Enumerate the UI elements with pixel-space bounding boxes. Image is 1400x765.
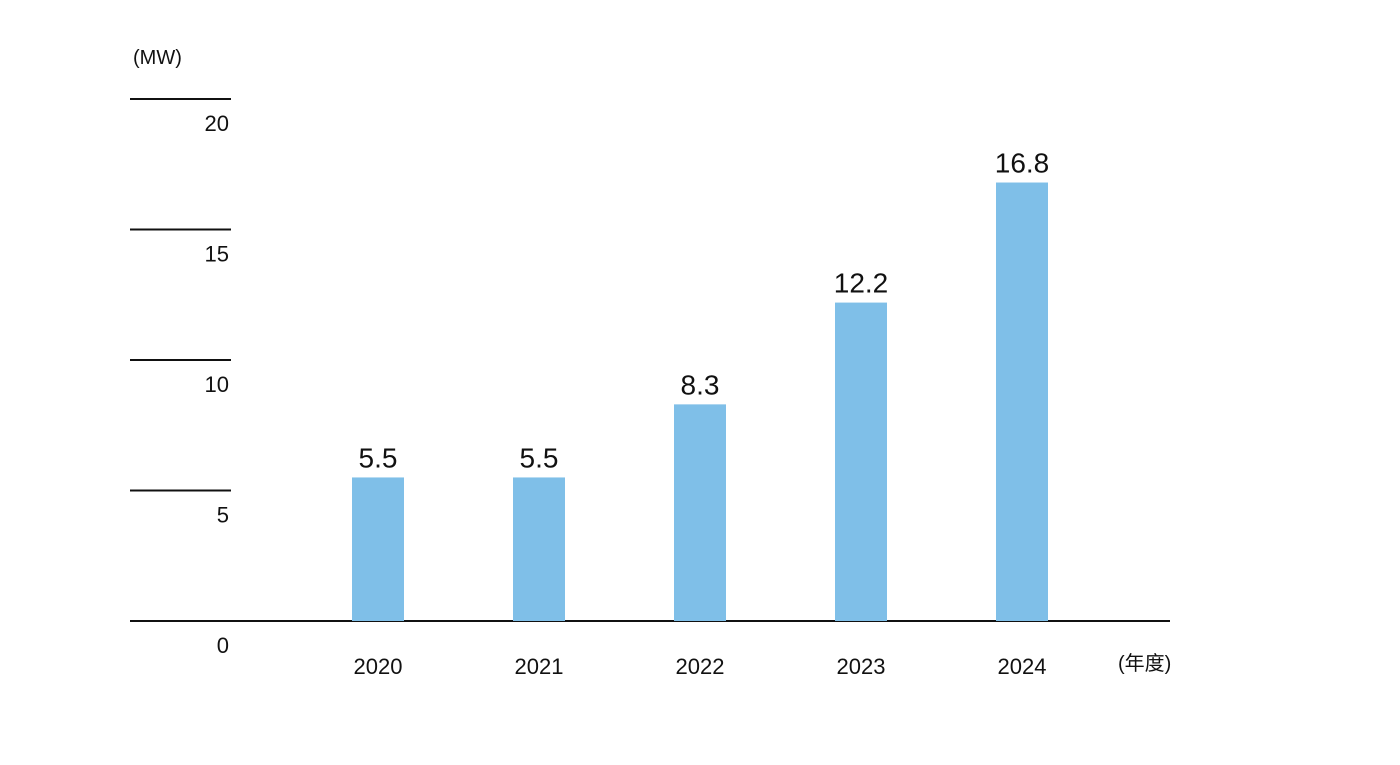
y-tick-label-15: 15 bbox=[205, 242, 229, 267]
category-label-2024: 2024 bbox=[998, 654, 1047, 679]
bar-series bbox=[352, 182, 1048, 621]
bar-2024 bbox=[996, 182, 1048, 621]
value-label-2024: 16.8 bbox=[995, 148, 1050, 179]
bar-2021 bbox=[513, 477, 565, 621]
y-axis-ticks: 0 5 10 15 20 bbox=[130, 98, 231, 658]
bar-2023 bbox=[835, 302, 887, 621]
y-axis-unit-label: (MW) bbox=[133, 47, 182, 69]
category-label-2023: 2023 bbox=[837, 654, 886, 679]
category-label-2022: 2022 bbox=[676, 654, 725, 679]
category-label-2021: 2021 bbox=[515, 654, 564, 679]
category-labels: 2020 2021 2022 2023 2024 bbox=[354, 654, 1047, 679]
bar-2020 bbox=[352, 477, 404, 621]
y-tick-label-20: 20 bbox=[205, 111, 229, 136]
y-tick-label-0: 0 bbox=[217, 633, 229, 658]
y-tick-label-5: 5 bbox=[217, 503, 229, 528]
value-label-2020: 5.5 bbox=[359, 442, 398, 473]
value-label-2022: 8.3 bbox=[681, 369, 720, 400]
value-label-2023: 12.2 bbox=[834, 268, 889, 299]
x-axis-unit-label: (年度) bbox=[1118, 652, 1171, 675]
bar-2022 bbox=[674, 404, 726, 621]
y-tick-label-10: 10 bbox=[205, 372, 229, 397]
value-label-2021: 5.5 bbox=[520, 442, 559, 473]
category-label-2020: 2020 bbox=[354, 654, 403, 679]
value-labels: 5.5 5.5 8.3 12.2 16.8 bbox=[359, 148, 1050, 474]
